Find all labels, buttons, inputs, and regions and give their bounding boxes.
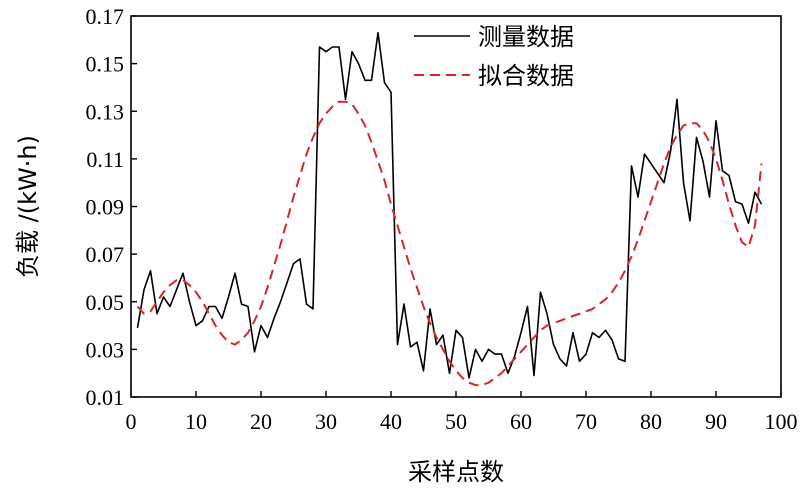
x-tick-label: 20 [250,409,272,434]
series-layer [136,31,763,387]
y-axis: 0.01 0.03 0.05 0.07 0.09 0.11 0.13 0.15 0.17 [86,4,137,410]
x-tick-label: 50 [445,409,467,434]
x-tick-label: 40 [380,409,402,434]
series-line-measured [136,31,763,379]
y-tick-label: 0.01 [86,385,125,410]
y-tick-label: 0.09 [86,195,125,220]
y-tick-label: 0.07 [86,242,125,267]
series-line-fitted [136,100,763,387]
y-tick-label: 0.17 [86,4,125,29]
x-tick-label: 60 [510,409,532,434]
legend-label-measured: 测量数据 [478,23,574,51]
legend: 测量数据 拟合数据 [414,23,574,90]
y-tick-label: 0.15 [86,52,125,77]
y-tick-label: 0.03 [86,337,125,362]
plot-frame [130,15,782,398]
x-axis-title: 采样点数 [408,458,504,486]
x-tick-label: 0 [126,409,137,434]
x-tick-label: 100 [765,409,798,434]
x-tick-label: 30 [315,409,337,434]
y-tick-label: 0.05 [86,290,125,315]
x-axis: 0 10 20 30 40 50 60 70 80 90 100 [126,391,798,434]
x-tick-label: 80 [640,409,662,434]
plot-border [130,15,782,398]
y-tick-label: 0.11 [86,147,124,172]
x-tick-label: 70 [575,409,597,434]
y-tick-label: 0.13 [86,99,125,124]
x-tick-label: 10 [185,409,207,434]
y-axis-title: 负载 /(kW·h) [14,135,42,278]
legend-label-fitted: 拟合数据 [478,62,574,90]
x-tick-label: 90 [705,409,727,434]
